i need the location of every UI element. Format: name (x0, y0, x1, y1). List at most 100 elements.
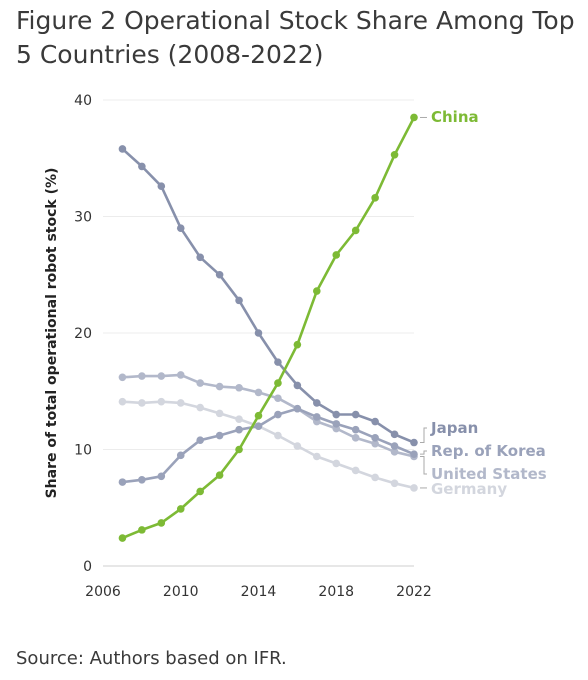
data-point-united-states (235, 383, 243, 392)
data-point-china (254, 411, 263, 420)
x-tick-label: 2022 (396, 584, 432, 600)
data-point-germany (215, 409, 224, 418)
data-point-japan (118, 145, 127, 153)
data-point-germany (196, 403, 204, 412)
data-point-japan (390, 430, 399, 439)
label-group-japan: Japan (420, 419, 478, 444)
data-point-china (313, 287, 321, 295)
data-point-germany (293, 442, 302, 450)
y-tick-label: 20 (74, 326, 92, 342)
data-point-germany (138, 399, 146, 407)
data-point-rep-of-korea (313, 413, 321, 421)
data-point-united-states (371, 439, 379, 448)
y-tick-label: 0 (83, 559, 92, 575)
data-point-rep-of-korea (157, 472, 166, 481)
y-tick-label: 40 (74, 93, 92, 109)
data-point-rep-of-korea (118, 478, 127, 486)
source-note: Source: Authors based on IFR. (16, 648, 287, 669)
data-point-japan (157, 182, 166, 191)
data-point-rep-of-korea (274, 410, 282, 419)
data-point-germany (118, 397, 127, 406)
series-label-rep-of-korea: Rep. of Korea (431, 442, 546, 460)
data-point-japan (215, 270, 224, 279)
data-point-rep-of-korea (138, 475, 146, 484)
data-point-germany (410, 484, 418, 492)
data-point-rep-of-korea (390, 442, 399, 450)
x-tick-label: 2006 (85, 584, 121, 600)
x-tick-label: 2014 (241, 584, 277, 600)
data-point-japan (293, 381, 302, 390)
data-point-germany (332, 459, 341, 468)
label-leader (420, 427, 427, 444)
data-point-china (235, 445, 243, 454)
label-group-china: China (420, 108, 479, 126)
data-point-china (215, 471, 224, 479)
data-point-germany (351, 466, 360, 475)
data-point-germany (157, 397, 166, 406)
data-point-china (371, 194, 379, 202)
series-japan (118, 145, 418, 447)
data-point-japan (176, 224, 185, 232)
series-lines (118, 113, 418, 542)
data-point-united-states (118, 373, 127, 382)
series-china (118, 113, 418, 542)
data-point-japan (313, 399, 321, 407)
x-tick-label: 2018 (318, 584, 354, 600)
data-point-china (332, 251, 341, 259)
data-point-japan (274, 358, 282, 366)
data-point-china (274, 379, 282, 387)
series-label-japan: Japan (430, 419, 478, 437)
series-line-rep-of-korea (122, 407, 415, 484)
label-group-germany: Germany (420, 480, 507, 498)
data-point-united-states (196, 379, 204, 387)
data-point-china (138, 526, 146, 534)
data-point-rep-of-korea (235, 425, 243, 434)
data-point-china (176, 505, 185, 513)
data-point-rep-of-korea (215, 431, 224, 440)
label-leader (420, 455, 427, 475)
data-point-germany (371, 473, 379, 482)
data-point-rep-of-korea (254, 422, 263, 431)
data-point-japan (196, 253, 204, 262)
data-point-japan (371, 417, 379, 426)
data-point-rep-of-korea (410, 450, 418, 458)
label-leader (420, 450, 427, 455)
series-label-united-states: United States (431, 465, 547, 483)
data-point-japan (138, 162, 146, 171)
series-line-china (121, 116, 416, 540)
data-point-japan (254, 329, 263, 337)
data-point-rep-of-korea (176, 451, 185, 460)
data-point-germany (235, 415, 243, 424)
data-point-united-states (215, 382, 224, 391)
data-point-china (351, 226, 360, 235)
data-point-united-states (390, 448, 399, 456)
data-point-japan (410, 438, 418, 447)
data-point-china (390, 150, 399, 159)
data-point-china (410, 113, 418, 122)
data-point-germany (390, 479, 399, 488)
series-label-china: China (431, 108, 479, 126)
y-tick-label: 30 (74, 210, 92, 226)
x-axis-ticks: 2006 2010 2014 2018 2022 (85, 584, 432, 600)
series-line-germany (122, 400, 415, 490)
data-point-united-states (274, 394, 282, 403)
data-point-united-states (138, 372, 146, 380)
y-axis-ticks: 0 10 20 30 40 (74, 93, 92, 575)
data-point-rep-of-korea (196, 436, 204, 444)
data-point-rep-of-korea (371, 434, 379, 442)
label-group-united-states: United States (420, 455, 547, 483)
data-point-china (118, 534, 127, 542)
data-point-japan (235, 296, 243, 305)
series-line-united-states (122, 373, 415, 458)
series-label-germany: Germany (431, 480, 507, 498)
data-point-rep-of-korea (332, 420, 341, 428)
series-rep-of-korea (118, 404, 418, 486)
data-point-rep-of-korea (351, 425, 360, 434)
data-point-china (196, 487, 204, 496)
data-point-united-states (351, 434, 360, 442)
data-point-japan (332, 410, 341, 419)
data-point-rep-of-korea (293, 404, 302, 413)
line-chart: 0 10 20 30 40 2006 2010 2014 2018 2022 Share of … (44, 93, 547, 600)
data-point-china (293, 340, 302, 349)
